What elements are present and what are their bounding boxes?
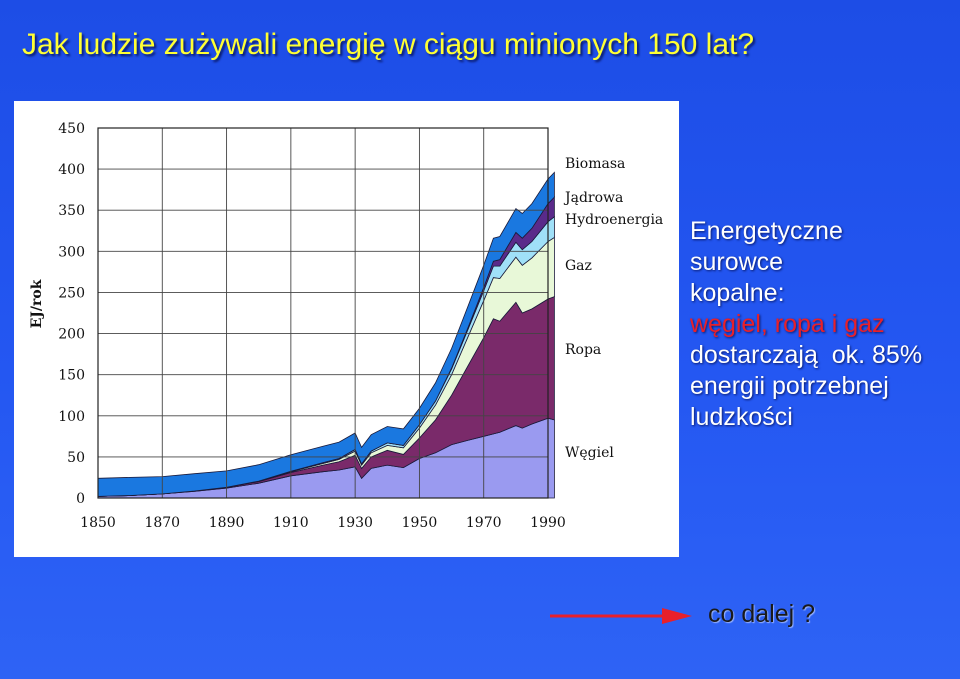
arrow-right-icon: [550, 608, 692, 624]
y-tick-label: 200: [58, 327, 85, 343]
chart-panel: 0 50 100 150 200 250 300 350 400 450 1850 1870 1890 1…: [14, 101, 679, 557]
y-tick-label: 450: [58, 121, 85, 137]
note-line: energii potrzebnej: [690, 372, 889, 400]
legend-label: Ropa: [565, 342, 601, 358]
legend-label: Jądrowa: [563, 190, 623, 206]
x-tick-label: 1930: [337, 515, 373, 531]
x-tick-label: 1950: [402, 515, 438, 531]
note-line-highlight: węgiel, ropa i gaz: [690, 310, 885, 338]
x-tick-label: 1910: [273, 515, 309, 531]
note-line: kopalne:: [690, 279, 785, 307]
x-tick-label: 1850: [80, 515, 116, 531]
next-link[interactable]: co dalej ?: [708, 600, 816, 628]
note-line: dostarczają ok. 85%: [690, 341, 923, 369]
note-line: surowce: [690, 248, 784, 276]
y-tick-label: 100: [58, 409, 85, 425]
legend-label: Hydroenergia: [565, 212, 663, 228]
y-tick-label: 350: [58, 203, 85, 219]
y-tick-label: 50: [67, 450, 85, 466]
slide-title: Jak ludzie zużywali energię w ciągu mini…: [22, 28, 755, 61]
y-tick-label: 400: [58, 162, 85, 178]
y-tick-label: 250: [58, 285, 85, 301]
legend-label: Biomasa: [565, 156, 625, 172]
x-tick-label: 1970: [466, 515, 502, 531]
plot-frame: [97, 127, 549, 499]
energy-note: Energetyczne surowce kopalne: węgiel, ro…: [690, 216, 922, 433]
legend-label: Węgiel: [565, 445, 614, 461]
x-tick-label: 1870: [144, 515, 180, 531]
x-tick-label: 1990: [530, 515, 566, 531]
y-axis-label: EJ/rok: [29, 279, 45, 328]
x-tick-label: 1890: [209, 515, 245, 531]
legend-label: Gaz: [565, 258, 592, 274]
energy-consumption-chart: 0 50 100 150 200 250 300 350 400 450 1850 1870 1890 1…: [29, 121, 663, 531]
note-line: ludzkości: [690, 403, 793, 431]
y-tick-label: 0: [76, 491, 85, 507]
series-area-6: [97, 171, 555, 497]
y-tick-label: 150: [58, 368, 85, 384]
y-tick-label: 300: [58, 244, 85, 260]
note-line: Energetyczne: [690, 217, 843, 245]
